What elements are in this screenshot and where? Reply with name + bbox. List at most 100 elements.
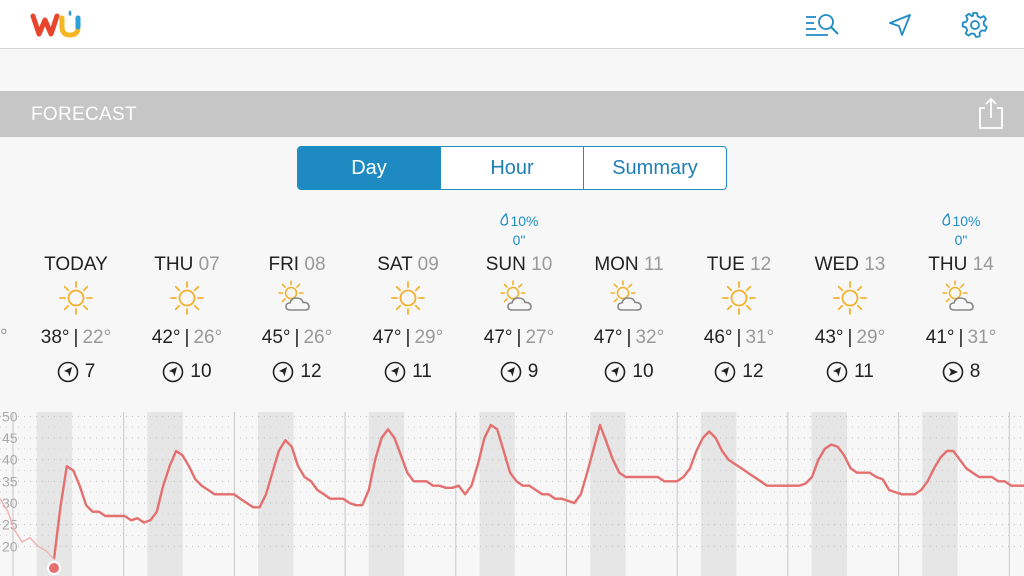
- night-band: [590, 412, 626, 576]
- night-band: [147, 412, 183, 576]
- wind-speed: 12: [742, 361, 764, 382]
- partly-cloudy-icon: [941, 280, 981, 316]
- temps: 47° | 27°: [464, 327, 574, 349]
- low-temp: 27°: [525, 327, 555, 348]
- day-forecast[interactable]: THU 07 42° | 26° 10: [132, 210, 242, 390]
- wu-logo[interactable]: [30, 8, 86, 40]
- precip-chance: 10%: [952, 213, 981, 229]
- day-date: 12: [750, 254, 772, 275]
- day-forecast[interactable]: 10% 0" SUN 10 47° | 27° 9: [464, 210, 574, 390]
- temps: 47° | 32°: [574, 327, 684, 349]
- sun-icon: [167, 280, 207, 316]
- night-band: [479, 412, 515, 576]
- wind: 11: [353, 361, 463, 383]
- sun-icon: [56, 280, 96, 316]
- wind: 10: [132, 361, 242, 383]
- day-forecast[interactable]: FRI 08 45° | 26° 12: [242, 210, 352, 390]
- wind-speed: 10: [632, 361, 654, 382]
- wind: 8: [906, 361, 1016, 383]
- wind-speed: 11: [412, 361, 432, 382]
- wind-arrow-icon: [162, 361, 184, 383]
- wind-east-icon: [942, 361, 964, 383]
- precip-info: 10% 0": [906, 212, 1016, 250]
- low-temp: 31°: [745, 327, 775, 348]
- day-date: 08: [304, 254, 326, 275]
- night-band: [368, 412, 405, 576]
- wind-arrow-icon: [272, 361, 294, 383]
- y-tick-label: 35: [2, 473, 18, 489]
- past-temperature-line: [0, 498, 55, 560]
- edge-temp-fragment: °: [0, 326, 8, 347]
- day-forecast[interactable]: TODAY 38° | 22° 7: [21, 210, 131, 390]
- drop-icon: [499, 212, 510, 229]
- sun-icon: [388, 280, 428, 316]
- wind-arrow-icon: [604, 361, 626, 383]
- wind-arrow-icon: [500, 361, 522, 383]
- day-date: 09: [417, 254, 439, 275]
- y-tick-label: 40: [2, 452, 18, 468]
- low-temp: 26°: [193, 327, 223, 348]
- wind-speed: 12: [300, 361, 322, 382]
- day-date: 10: [531, 254, 553, 275]
- high-temp: 47°: [483, 327, 513, 348]
- day-forecast[interactable]: MON 11 47° | 32° 10: [574, 210, 684, 390]
- tab-day[interactable]: Day: [298, 147, 441, 189]
- wind-speed: 11: [854, 361, 874, 382]
- high-temp: 46°: [703, 327, 733, 348]
- high-temp: 42°: [151, 327, 181, 348]
- partly-cloudy-icon: [277, 280, 317, 316]
- high-temp: 45°: [261, 327, 291, 348]
- wind-arrow-icon: [384, 361, 406, 383]
- forecast-header: FORECAST: [0, 91, 1024, 137]
- sun-icon: [830, 280, 870, 316]
- night-band: [700, 412, 737, 576]
- day-label: SAT 09: [353, 254, 463, 276]
- day-forecast[interactable]: TUE 12 46° | 31° 12: [684, 210, 794, 390]
- day-date: 07: [198, 254, 220, 275]
- drop-icon: [941, 212, 952, 229]
- tab-summary[interactable]: Summary: [612, 156, 698, 179]
- sun-icon: [719, 280, 759, 316]
- wind-arrow-icon: [826, 361, 848, 383]
- low-temp: 22°: [82, 327, 112, 348]
- temp-separator: |: [516, 327, 522, 348]
- low-temp: 31°: [967, 327, 997, 348]
- day-forecast[interactable]: 10% 0" THU 14 41° | 31° 8: [906, 210, 1016, 390]
- tab-hour[interactable]: Hour: [441, 147, 584, 189]
- day-label: THU 14: [906, 254, 1016, 276]
- low-temp: 26°: [303, 327, 333, 348]
- top-bar: [0, 0, 1024, 49]
- day-name: TUE: [706, 254, 745, 275]
- day-label: SUN 10: [464, 254, 574, 276]
- y-tick-label: 45: [2, 430, 18, 446]
- wind: 9: [464, 361, 574, 383]
- precip-info: 10% 0": [464, 212, 574, 250]
- location-arrow-icon[interactable]: [882, 10, 918, 40]
- day-forecast[interactable]: SAT 09 47° | 29° 11: [353, 210, 463, 390]
- temp-separator: |: [847, 327, 853, 348]
- wind-speed: 7: [84, 361, 96, 382]
- high-temp: 47°: [372, 327, 402, 348]
- temperature-line: [52, 423, 1024, 560]
- temps: 46° | 31°: [684, 327, 794, 349]
- night-band: [922, 412, 958, 576]
- partly-cloudy-icon: [499, 280, 539, 316]
- day-forecast[interactable]: WED 13 43° | 29° 11: [795, 210, 905, 390]
- temps: 45° | 26°: [242, 327, 352, 349]
- y-tick-label: 20: [2, 538, 18, 554]
- share-icon[interactable]: [976, 96, 1006, 132]
- wind-arrow-icon: [714, 361, 736, 383]
- y-tick-label: 50: [2, 412, 18, 424]
- day-name: THU: [928, 254, 968, 275]
- day-name: SAT: [377, 254, 413, 275]
- high-temp: 43°: [814, 327, 844, 348]
- low-temp: 32°: [635, 327, 665, 348]
- temp-separator: |: [294, 327, 300, 348]
- temperature-chart[interactable]: 50 45 40 35 30 25 20: [0, 408, 1024, 576]
- search-list-icon[interactable]: [804, 10, 840, 40]
- temps: 41° | 31°: [906, 327, 1016, 349]
- gear-icon[interactable]: [957, 10, 993, 40]
- low-temp: 29°: [414, 327, 444, 348]
- day-name: MON: [594, 254, 639, 275]
